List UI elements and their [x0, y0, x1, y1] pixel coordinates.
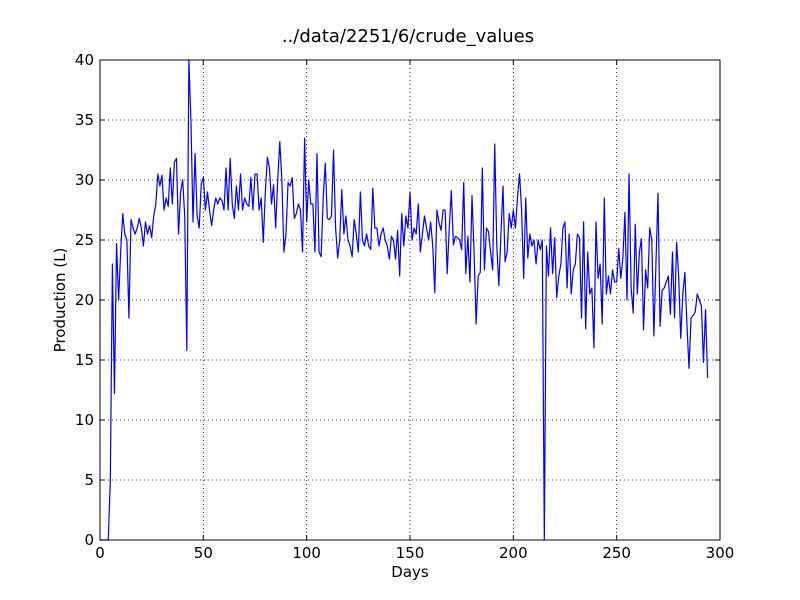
x-tick-label: 50 [194, 544, 213, 562]
y-tick-label: 25 [75, 231, 94, 249]
y-axis-label: Production (L) [51, 248, 69, 353]
y-tick-label: 30 [75, 171, 94, 189]
x-tick-label: 200 [499, 544, 528, 562]
x-tick-label: 150 [396, 544, 425, 562]
y-tick-label: 20 [75, 291, 94, 309]
x-tick-label: 250 [602, 544, 631, 562]
y-tick-label: 5 [84, 471, 94, 489]
y-tick-label: 10 [75, 411, 94, 429]
data-line [100, 59, 709, 541]
y-tick-label: 35 [75, 111, 94, 129]
x-tick-label: 100 [292, 544, 321, 562]
plot-frame [99, 59, 721, 541]
x-tick-label: 0 [95, 544, 105, 562]
y-tick-label: 15 [75, 351, 94, 369]
y-tick-label: 40 [75, 51, 94, 69]
x-axis-label: Days [391, 563, 429, 581]
y-tick-label: 0 [84, 531, 94, 549]
chart-title: ../data/2251/6/crude_values [282, 26, 534, 47]
x-tick-label: 300 [706, 544, 735, 562]
